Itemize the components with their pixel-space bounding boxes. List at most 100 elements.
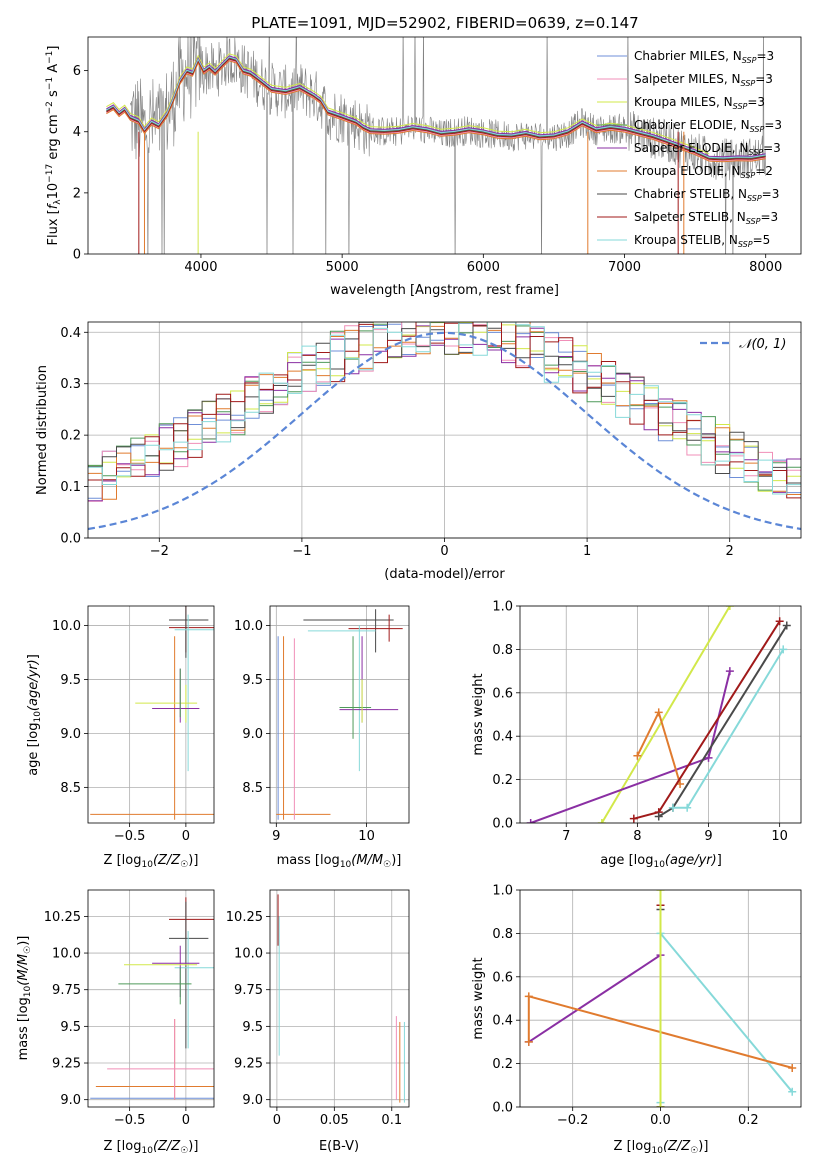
y-tick-label: 0.2 xyxy=(60,429,81,444)
data-point-marker xyxy=(629,814,638,823)
x-tick-label: 9 xyxy=(704,829,712,844)
legend-entry: Salpeter STELIB, NSSP=3 xyxy=(634,210,778,226)
x-axis-label: Z [log10(Z/Z☉)] xyxy=(104,1139,199,1156)
x-tick-label: 0 xyxy=(182,829,190,844)
panel-residuals: −2 −1 0 1 2 0.0 0.1 0.2 0.3 0.4 Normed distributio… xyxy=(35,321,802,582)
data-point-marker xyxy=(656,1103,665,1107)
y-tick-label: 9.75 xyxy=(234,983,263,998)
data-point-marker xyxy=(782,621,791,630)
data-point-marker xyxy=(654,708,663,717)
series-line-kroupa_stelib xyxy=(659,930,793,1103)
axes-frame xyxy=(269,605,410,824)
axes-frame xyxy=(269,889,410,1108)
y-tick-label: 0.0 xyxy=(60,532,81,547)
panel-weight_vs_Z: −0.2 0.0 0.2 0.0 0.2 0.4 0.6 0.8 1.0 mass weight Z… xyxy=(471,884,802,1156)
x-tick-label: 10 xyxy=(771,829,788,844)
data-point-marker xyxy=(683,803,692,812)
model-line-kroupa_stelib xyxy=(106,56,766,159)
x-tick-label: 5000 xyxy=(326,260,359,275)
y-axis-label: mass [log10(M/M☉)] xyxy=(16,936,33,1061)
series-line-kroupa_elodie xyxy=(636,709,682,785)
y-tick-label: 9.25 xyxy=(234,1057,263,1072)
series-line-salpeter_elodie xyxy=(528,954,662,1043)
x-tick-label: 6000 xyxy=(467,260,500,275)
legend-entry: Kroupa STELIB, NSSP=5 xyxy=(634,233,770,249)
legend-entry: Kroupa ELODIE, NSSP=2 xyxy=(634,164,773,180)
data-point-marker xyxy=(524,992,533,1001)
x-tick-label: 8 xyxy=(633,829,641,844)
y-tick-label: 0.2 xyxy=(492,1057,513,1072)
y-tick-label: 2 xyxy=(73,186,81,201)
series-line-kroupa_miles xyxy=(600,606,731,823)
y-tick-label: 10.25 xyxy=(226,910,263,925)
x-tick-label: 0.2 xyxy=(738,1113,759,1128)
panel-age_vs_Z: −0.5 0 8.5 9.0 9.5 10.0 age [log10(age/yr)] Z [… xyxy=(26,605,215,870)
data-point-marker xyxy=(654,812,663,821)
x-tick-label: 0.05 xyxy=(320,1113,349,1128)
data-point-marker xyxy=(524,1037,533,1046)
y-tick-label: 0.8 xyxy=(492,643,513,658)
x-tick-label: 7000 xyxy=(608,260,641,275)
y-tick-label: 10.0 xyxy=(234,947,263,962)
data-point-marker xyxy=(788,1087,797,1096)
histogram-chabrier_elodie xyxy=(88,322,801,491)
data-point-marker xyxy=(725,606,734,610)
axes-frame xyxy=(519,605,802,824)
y-tick-label: 1.0 xyxy=(492,600,513,615)
y-tick-label: 0.4 xyxy=(492,1014,513,1029)
gaussian-curve xyxy=(88,331,801,531)
y-tick-label: 0.0 xyxy=(492,1101,513,1116)
x-tick-label: 4000 xyxy=(184,260,217,275)
x-tick-label: 7 xyxy=(562,829,570,844)
panel-age_vs_mass: 9 10 8.5 9.0 9.5 10.0 mass [log10(M/M☉)] xyxy=(234,605,410,870)
legend-entry: 𝒩(0, 1) xyxy=(739,337,786,352)
y-tick-label: 8.5 xyxy=(60,781,81,796)
y-tick-label: 9.75 xyxy=(52,983,81,998)
y-axis-label: age [log10(age/yr)] xyxy=(26,654,43,776)
y-tick-label: 8.5 xyxy=(242,781,263,796)
x-tick-label: −0.5 xyxy=(114,829,146,844)
y-tick-label: 9.0 xyxy=(60,1093,81,1108)
y-tick-label: 10.0 xyxy=(52,947,81,962)
x-axis-label: Z [log10(Z/Z☉)] xyxy=(614,1139,709,1156)
data-point-marker xyxy=(788,1063,797,1072)
x-tick-label: 0 xyxy=(273,1113,281,1128)
y-tick-label: 9.0 xyxy=(60,727,81,742)
y-tick-label: 9.25 xyxy=(52,1057,81,1072)
y-tick-label: 9.0 xyxy=(242,1093,263,1108)
axes-frame xyxy=(87,321,802,539)
histogram-salpeter_stelib xyxy=(88,322,801,499)
x-tick-label: −1 xyxy=(292,544,311,559)
y-axis-label: mass weight xyxy=(471,673,486,755)
histogram-kroupa_stelib xyxy=(88,322,801,495)
legend-entry: Chabrier STELIB, NSSP=3 xyxy=(634,187,779,203)
y-tick-label: 0.1 xyxy=(60,480,81,495)
x-tick-label: 10 xyxy=(358,829,375,844)
y-tick-label: 1.0 xyxy=(492,884,513,899)
data-point-marker xyxy=(597,819,606,823)
x-tick-label: 8000 xyxy=(749,260,782,275)
y-tick-label: 9.5 xyxy=(60,673,81,688)
y-axis-label: Normed distribution xyxy=(35,365,50,495)
x-axis-label: wavelength [Angstrom, rest frame] xyxy=(330,283,559,298)
x-axis-label: Z [log10(Z/Z☉)] xyxy=(104,853,199,870)
y-tick-label: 10.0 xyxy=(234,619,263,634)
data-point-marker xyxy=(526,819,535,823)
y-tick-label: 6 xyxy=(73,64,81,79)
model-line-kroupa_miles xyxy=(106,53,710,155)
x-tick-label: 0 xyxy=(440,544,448,559)
data-point-marker xyxy=(704,753,713,762)
y-tick-label: 10.25 xyxy=(44,910,81,925)
legend-entry: Kroupa MILES, NSSP=3 xyxy=(634,95,765,111)
x-tick-label: −2 xyxy=(150,544,169,559)
y-tick-label: 0.0 xyxy=(492,817,513,832)
x-axis-label: age [log10(age/yr)] xyxy=(600,853,722,870)
y-tick-label: 0.4 xyxy=(60,326,81,341)
x-tick-label: 2 xyxy=(726,544,734,559)
axes-frame xyxy=(87,605,215,824)
y-tick-label: 10.0 xyxy=(52,619,81,634)
data-point-marker xyxy=(633,751,642,760)
y-tick-label: 9.5 xyxy=(242,1020,263,1035)
axes-frame xyxy=(519,889,802,1108)
